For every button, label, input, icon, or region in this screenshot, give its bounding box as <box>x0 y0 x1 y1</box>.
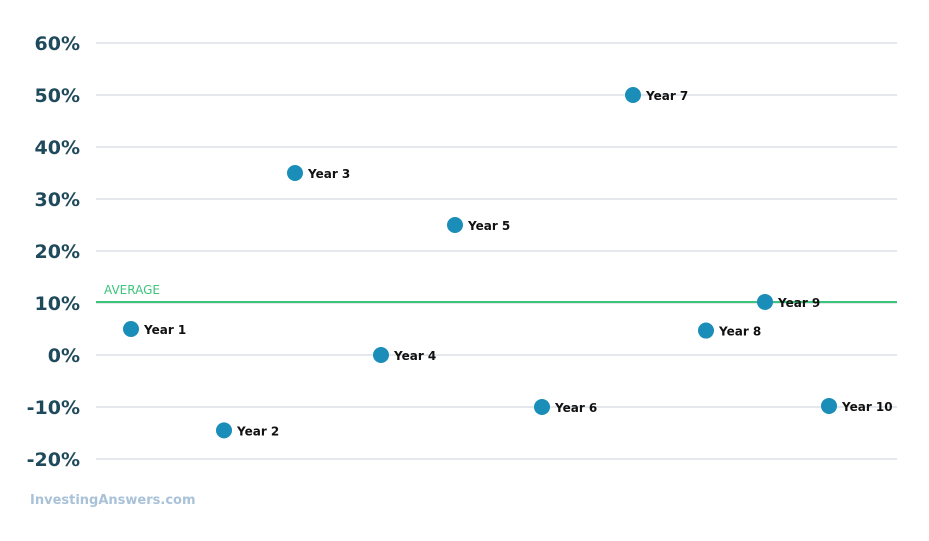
point-label: Year 1 <box>143 323 186 337</box>
data-point <box>447 217 463 233</box>
y-tick-label: 20% <box>35 241 80 263</box>
average-label: AVERAGE <box>104 283 160 297</box>
point-label: Year 2 <box>236 424 279 438</box>
y-tick-label: -20% <box>27 449 80 471</box>
point-label: Year 8 <box>718 325 761 339</box>
point-label: Year 6 <box>554 401 597 415</box>
watermark: InvestingAnswers.com <box>30 493 196 508</box>
data-point <box>287 165 303 181</box>
point-label: Year 3 <box>307 167 350 181</box>
data-point <box>821 397 837 414</box>
data-point <box>216 422 232 439</box>
y-tick-label: 0% <box>48 345 80 367</box>
data-point <box>123 321 139 337</box>
data-point <box>757 293 773 310</box>
y-tick-label: 30% <box>35 189 80 211</box>
point-label: Year 7 <box>645 89 688 103</box>
y-tick-label: 50% <box>35 85 80 107</box>
y-tick-label: 40% <box>35 137 80 159</box>
point-label: Year 9 <box>777 296 820 310</box>
data-point <box>625 87 641 103</box>
y-tick-label: -10% <box>27 397 80 419</box>
point-label: Year 10 <box>841 400 893 414</box>
y-tick-label: 60% <box>35 33 80 55</box>
data-point <box>373 347 389 363</box>
point-label: Year 4 <box>393 349 436 363</box>
y-tick-label: 10% <box>35 293 80 315</box>
data-point <box>534 399 550 415</box>
data-point <box>698 322 714 339</box>
point-label: Year 5 <box>467 219 510 233</box>
